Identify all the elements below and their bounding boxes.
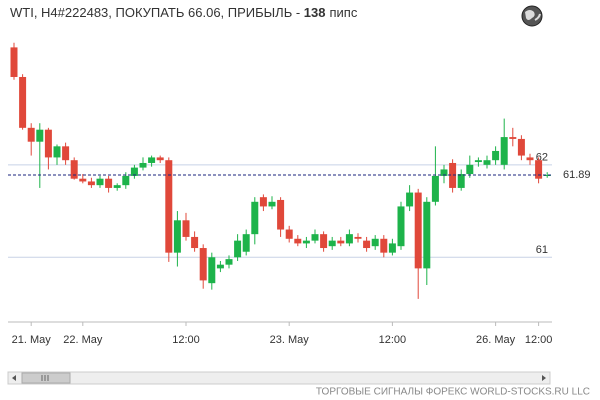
x-tick-label: 26. May xyxy=(476,334,516,346)
candle-body xyxy=(62,146,70,161)
candle-body xyxy=(105,178,113,188)
x-tick-label: 12:00 xyxy=(379,334,407,346)
candle-body xyxy=(517,138,525,156)
candle-body xyxy=(457,174,465,188)
chart-title: WTI, H4#222483, ПОКУПАТЬ 66.06, ПРИБЫЛЬ … xyxy=(10,5,358,20)
candle-body xyxy=(449,162,457,188)
candle-body xyxy=(173,220,181,253)
candle-body xyxy=(44,129,52,158)
candle-body xyxy=(414,192,422,269)
candle-body xyxy=(440,169,448,176)
candle-body xyxy=(388,243,396,253)
candle-body xyxy=(191,236,199,249)
candle-body xyxy=(294,238,302,244)
candle-body xyxy=(277,199,285,230)
candle-body xyxy=(208,257,216,284)
candle-body xyxy=(500,137,508,165)
x-tick-label: 21. May xyxy=(12,334,52,346)
candle-body xyxy=(345,234,353,244)
candle-body xyxy=(251,201,259,235)
candle-body xyxy=(182,220,190,237)
candle-body xyxy=(79,178,87,182)
globe-icon[interactable] xyxy=(521,5,543,27)
candle-body xyxy=(130,167,138,176)
candle-body xyxy=(234,240,242,258)
candle-body xyxy=(328,240,336,247)
candle-body xyxy=(311,234,319,241)
candle-body xyxy=(87,181,95,186)
candle-body xyxy=(268,201,276,207)
candle-body xyxy=(53,146,61,158)
candle-body xyxy=(96,178,104,186)
title-suffix: пипс xyxy=(330,5,358,20)
candle-body xyxy=(371,238,379,247)
candle-body xyxy=(363,240,371,249)
candle-body xyxy=(122,175,130,186)
candle-body xyxy=(474,160,482,163)
candle-body xyxy=(543,174,551,176)
x-tick-label: 23. May xyxy=(270,334,310,346)
candle-body xyxy=(302,240,310,244)
candle-body xyxy=(337,240,345,244)
candle-body xyxy=(285,229,293,239)
candle-body xyxy=(10,47,18,77)
candle-body xyxy=(27,127,35,142)
candle-body xyxy=(70,160,78,179)
title-bold: 138 xyxy=(304,5,326,20)
candle-body xyxy=(148,157,156,163)
candle-body xyxy=(320,234,328,249)
candle-body xyxy=(535,160,543,179)
candle-body xyxy=(431,175,439,202)
candle-body xyxy=(483,160,491,165)
candle-body xyxy=(19,76,27,128)
candle-body xyxy=(36,129,44,142)
candle-body xyxy=(199,248,207,281)
candle-body xyxy=(509,137,517,139)
candle-body xyxy=(156,157,164,161)
title-prefix: WTI, H4#222483, ПОКУПАТЬ 66.06, ПРИБЫЛЬ … xyxy=(10,5,304,20)
candle-body xyxy=(354,236,362,239)
x-tick-label: 22. May xyxy=(63,334,103,346)
candle-body xyxy=(397,206,405,247)
x-tick-label: 12:00 xyxy=(172,334,200,346)
x-tick-label: 12:00 xyxy=(525,334,553,346)
footer: ТОРГОВЫЕ СИГНАЛЫ ФОРЕКС WORLD-STOCKS.RU … xyxy=(316,387,590,398)
candle-body xyxy=(526,157,534,161)
candle-body xyxy=(242,234,250,252)
candle-body xyxy=(216,264,224,269)
y-tick-label: 61 xyxy=(536,244,548,256)
candle-body xyxy=(139,162,147,168)
current-price-label: 61.89 xyxy=(563,169,591,181)
candle-body xyxy=(492,150,500,161)
candle-body xyxy=(423,201,431,269)
candle-body xyxy=(225,259,233,265)
candle-body xyxy=(165,160,173,253)
scrollbar[interactable] xyxy=(7,371,551,385)
candle-body xyxy=(466,164,474,175)
candle-body xyxy=(113,185,121,188)
candle-body xyxy=(380,238,388,253)
candle-body xyxy=(406,192,414,207)
candle-body xyxy=(259,197,267,207)
